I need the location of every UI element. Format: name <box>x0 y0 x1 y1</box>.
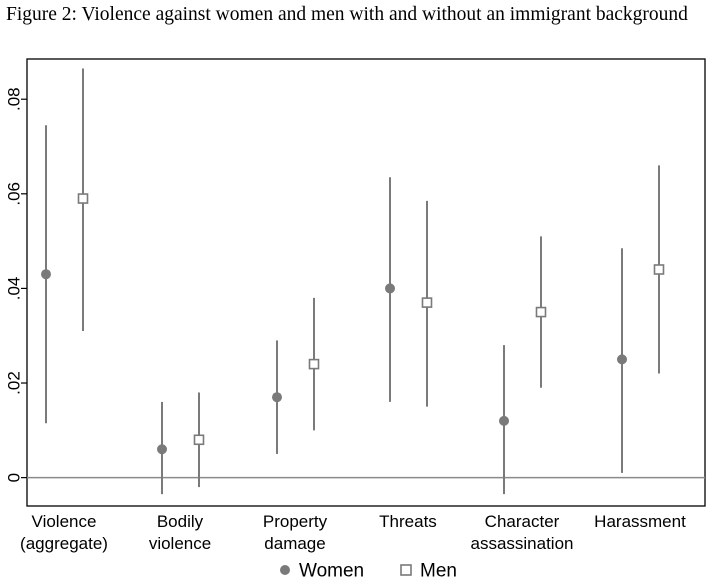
x-axis-categories: Violence (aggregate) Bodily violence Propert… <box>20 512 686 553</box>
x-category-label-line: assassination <box>470 534 573 553</box>
x-category-label-line: Property <box>263 512 328 531</box>
y-tick-label: .02 <box>4 371 23 395</box>
x-category-label-line: Character <box>485 512 560 531</box>
x-category-label-line: Threats <box>379 512 437 531</box>
legend-label-women: Women <box>299 561 364 582</box>
point-men <box>653 264 665 275</box>
point-women <box>157 444 167 455</box>
y-tick-label: .04 <box>4 277 23 301</box>
point-women <box>272 392 282 403</box>
x-category-label-line: Harassment <box>594 512 686 531</box>
figure-caption: Figure 2: Violence against women and men… <box>6 4 688 25</box>
point-men <box>421 297 433 308</box>
x-category-label-line: damage <box>264 534 325 553</box>
point-men <box>193 434 205 446</box>
point-women <box>499 415 509 426</box>
y-tick-label: .06 <box>4 182 23 206</box>
legend: Women Men <box>280 561 457 582</box>
point-women <box>41 269 51 280</box>
y-tick-label: 0 <box>4 473 23 482</box>
x-category-label: Violence (aggregate) <box>20 512 108 553</box>
point-women <box>617 354 627 365</box>
chart-marks <box>41 68 665 495</box>
point-men <box>308 358 320 370</box>
x-category-label-line: Bodily <box>157 512 204 531</box>
point-men <box>535 306 547 318</box>
x-category-label: Threats <box>379 512 437 531</box>
legend-marker-women <box>280 565 290 575</box>
y-tick-label: .08 <box>4 87 23 111</box>
point-men <box>77 193 89 204</box>
x-category-label-line: violence <box>149 534 211 553</box>
point-women <box>385 283 395 294</box>
x-category-label: Property damage <box>263 512 328 553</box>
plot-frame <box>26 58 706 507</box>
legend-marker-men <box>400 564 412 576</box>
x-category-label: Character assassination <box>470 512 573 553</box>
x-category-label: Bodily violence <box>149 512 211 553</box>
legend-label-men: Men <box>420 561 457 582</box>
x-category-label-line: (aggregate) <box>20 534 108 553</box>
x-category-label-line: Violence <box>32 512 97 531</box>
y-axis: 0 .02 .04 .06 .08 <box>4 87 705 482</box>
x-category-label: Harassment <box>594 512 686 531</box>
